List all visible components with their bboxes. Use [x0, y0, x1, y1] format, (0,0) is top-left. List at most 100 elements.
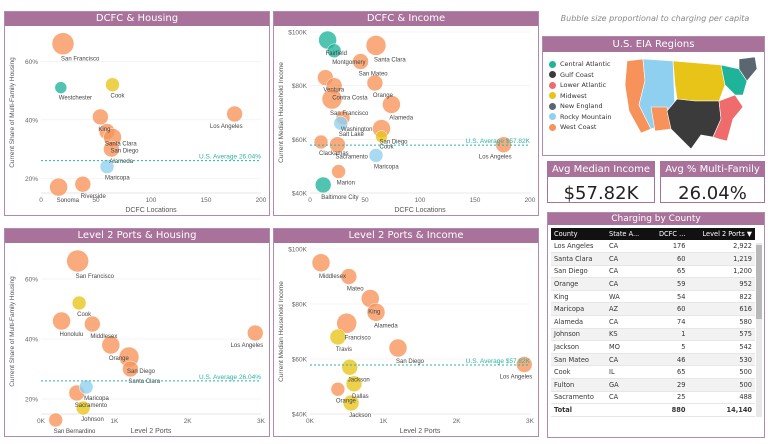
- bubble-label: San Mateo: [359, 72, 389, 78]
- bubble[interactable]: [365, 35, 387, 56]
- bubble[interactable]: [330, 382, 346, 397]
- cell-dcfc: 54: [649, 290, 689, 304]
- col-header-level2-label: Level 2 Ports: [702, 230, 745, 238]
- bubble[interactable]: [122, 360, 139, 378]
- bubble[interactable]: [74, 175, 92, 193]
- bubble[interactable]: [340, 268, 358, 285]
- bubble[interactable]: [329, 328, 347, 346]
- bubble[interactable]: [99, 159, 115, 174]
- legend-label: Rocky Mountain: [560, 112, 612, 121]
- map-new-england[interactable]: [738, 56, 758, 82]
- bubble[interactable]: [313, 134, 329, 150]
- map-gulf-coast[interactable]: [666, 98, 722, 150]
- table-row[interactable]: Alameda CA 74 580: [551, 315, 755, 329]
- x-axis-title: Level 2 Ports: [131, 428, 172, 435]
- bubble[interactable]: [314, 176, 332, 194]
- legend-item[interactable]: Rocky Mountain: [549, 112, 612, 123]
- chart-l2-housing: Level 2 Ports & Housing 20% 40% 60% 0K 1K 2K 3…: [4, 228, 270, 437]
- table-row[interactable]: Sacramento CA 25 488: [551, 391, 755, 405]
- bubble[interactable]: [345, 375, 363, 392]
- legend-item[interactable]: West Coast: [549, 122, 612, 133]
- col-header-county[interactable]: County: [551, 228, 607, 240]
- sort-desc-icon[interactable]: ▼: [746, 230, 752, 238]
- bubble[interactable]: [382, 95, 401, 114]
- table-row[interactable]: Maricopa AZ 60 616: [551, 302, 755, 317]
- y-tick-label: $80K: [292, 302, 308, 309]
- bubble[interactable]: [226, 105, 243, 123]
- bubble[interactable]: [51, 32, 75, 55]
- bubble[interactable]: [331, 164, 346, 179]
- scrollbar-thumb[interactable]: [756, 245, 762, 319]
- us-regions-map[interactable]: [621, 55, 761, 153]
- table-row[interactable]: Cook IL 65 500: [551, 365, 755, 380]
- bubble[interactable]: [54, 81, 68, 94]
- bubble[interactable]: [333, 115, 349, 131]
- bubble[interactable]: [336, 313, 357, 334]
- bubble[interactable]: [368, 148, 384, 163]
- county-table: County State A... DCFC ... Level 2 Ports…: [551, 228, 755, 417]
- bubble[interactable]: [352, 53, 369, 70]
- col-header-dcfc[interactable]: DCFC ...: [649, 228, 689, 240]
- bubble[interactable]: [71, 295, 87, 311]
- legend-item[interactable]: Lower Atlantic: [549, 80, 612, 91]
- legend-item[interactable]: New England: [549, 101, 612, 112]
- table-row[interactable]: Fulton GA 29 500: [551, 378, 755, 392]
- table-row[interactable]: Jackson MO 5 542: [551, 340, 755, 354]
- table-row[interactable]: Santa Clara CA 60 1,219: [551, 252, 755, 266]
- cell-county: Cook: [551, 365, 607, 380]
- bubble[interactable]: [329, 136, 346, 153]
- chart-svg[interactable]: $40K $60K $80K $100K 0 50 100 150 200 DCFC Locati…: [274, 26, 538, 215]
- map-midwest[interactable]: [672, 60, 726, 102]
- us-average-label: U.S. Average $57.82K: [466, 358, 531, 365]
- bubble-label: San Francisco: [61, 57, 100, 63]
- chart-svg[interactable]: $40K $60K $80K $100K 0K 1K 2K 3K Level 2 Ports Cu…: [274, 243, 538, 436]
- table-row[interactable]: Orange CA 59 952: [551, 277, 755, 291]
- bubble[interactable]: [101, 335, 121, 355]
- bubble[interactable]: [375, 130, 388, 143]
- bubble[interactable]: [311, 253, 331, 272]
- bubble[interactable]: [92, 108, 109, 126]
- table-row[interactable]: Los Angeles CA 176 2,922: [551, 240, 755, 254]
- table-row[interactable]: San Diego CA 65 1,200: [551, 265, 755, 279]
- bubble-label: San Francisco: [330, 111, 369, 117]
- cell-level2: 952: [688, 277, 755, 291]
- bubble[interactable]: [105, 77, 120, 92]
- table-row[interactable]: San Mateo CA 46 530: [551, 353, 755, 367]
- y-tick-label: $60K: [292, 357, 308, 364]
- bubble[interactable]: [341, 359, 358, 376]
- table-row[interactable]: King WA 54 822: [551, 290, 755, 304]
- bubble[interactable]: [388, 338, 408, 358]
- x-tick-label: 1K: [379, 418, 388, 425]
- map-lower-atlantic[interactable]: [712, 94, 744, 142]
- bubble[interactable]: [326, 43, 342, 59]
- table-scrollbar[interactable]: [756, 243, 762, 417]
- bubble-label: Baltimore City: [321, 195, 358, 201]
- chart-svg[interactable]: 20% 40% 60% 0K 1K 2K 3K Level 2 Ports Current Sh…: [5, 243, 269, 436]
- legend-item[interactable]: Central Atlantic: [549, 59, 612, 70]
- bubble[interactable]: [66, 249, 89, 273]
- chart-svg[interactable]: 20% 40% 60% 0 50 100 150 200 DCFC Locations Curre…: [5, 26, 269, 215]
- cell-dcfc: 60: [649, 252, 689, 266]
- bubble[interactable]: [78, 379, 94, 395]
- bubble[interactable]: [342, 394, 360, 412]
- bubble[interactable]: [321, 88, 343, 110]
- bubble[interactable]: [75, 400, 91, 416]
- cell-dcfc: 1: [649, 328, 689, 342]
- legend-item[interactable]: Midwest: [549, 91, 612, 102]
- bubble[interactable]: [103, 140, 120, 158]
- table-row[interactable]: Johnson KS 1 575: [551, 328, 755, 342]
- bubble[interactable]: [49, 177, 68, 197]
- col-header-state[interactable]: State A...: [606, 228, 650, 240]
- bubble[interactable]: [366, 74, 384, 92]
- cell-state: MO: [606, 340, 650, 354]
- bubble[interactable]: [516, 356, 533, 373]
- bubble-label: Alameda: [109, 159, 133, 165]
- bubble[interactable]: [48, 412, 63, 428]
- bubble[interactable]: [366, 303, 386, 322]
- legend-item[interactable]: Gulf Coast: [549, 70, 612, 81]
- bubble[interactable]: [52, 311, 71, 331]
- bubble[interactable]: [84, 315, 101, 333]
- bubble[interactable]: [247, 324, 264, 342]
- cell-county: Alameda: [551, 315, 607, 329]
- col-header-level2[interactable]: Level 2 Ports ▼: [688, 228, 755, 240]
